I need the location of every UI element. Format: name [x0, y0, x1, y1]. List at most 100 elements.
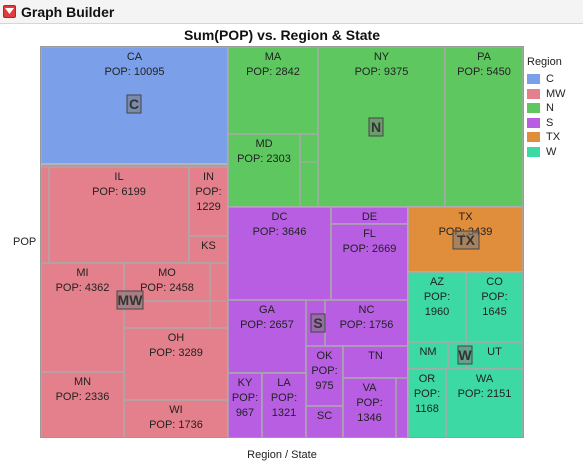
- unlabeled-tile: [395, 377, 409, 438]
- tile-co[interactable]: [465, 271, 524, 343]
- tile-value-az: POP:: [424, 291, 450, 303]
- legend-label: MW: [546, 87, 566, 100]
- tile-sc[interactable]: [305, 405, 344, 438]
- legend-swatch: [527, 74, 540, 85]
- region-badge-text: W: [458, 347, 472, 363]
- tile-value-ca: POP: 10095: [105, 66, 165, 78]
- legend-swatch: [527, 103, 540, 114]
- legend-item-w[interactable]: W: [527, 145, 566, 160]
- region-badge-text: N: [371, 119, 381, 135]
- tile-label-dc: DC: [272, 211, 288, 223]
- red-triangle-menu-icon[interactable]: [3, 5, 16, 18]
- legend-item-s[interactable]: S: [527, 116, 566, 131]
- tile-label-az: AZ: [430, 276, 444, 288]
- tile-ks[interactable]: [188, 235, 229, 264]
- tile-label-mn: MN: [74, 376, 91, 388]
- tile-il[interactable]: [48, 166, 190, 264]
- tile-value-wi: POP: 1736: [149, 419, 203, 431]
- tile-label-ok: OK: [317, 350, 334, 362]
- region-s: DC POP: 3646 DE FL POP: 2669 GA POP: 2657 NC POP…: [227, 206, 409, 438]
- tile-label-md: MD: [255, 138, 272, 150]
- tile-label-sc: SC: [317, 410, 332, 422]
- region-badge-text: C: [129, 96, 139, 112]
- tile-label-tn: TN: [368, 350, 383, 362]
- tile-value-il: POP: 6199: [92, 186, 146, 198]
- legend-item-tx[interactable]: TX: [527, 130, 566, 145]
- tile-label-fl: FL: [363, 228, 376, 240]
- tile-value-ok: 975: [315, 380, 333, 392]
- tile-md[interactable]: [227, 133, 301, 208]
- tile-va[interactable]: [342, 377, 397, 438]
- tile-label-nm: NM: [419, 346, 436, 358]
- legend-swatch: [527, 88, 540, 99]
- region-badge-s: S: [310, 313, 326, 333]
- tile-pa[interactable]: [444, 46, 524, 208]
- unlabeled-tile: [299, 161, 319, 208]
- plot-frame: [40, 46, 524, 438]
- tile-value-va: POP:: [356, 397, 382, 409]
- region-w: AZ POP: 1960 CO POP: 1645 NM UT OR POP: 1168 WA POP:…: [407, 271, 524, 438]
- tile-value-va: 1346: [357, 412, 381, 424]
- tile-label-pa: PA: [477, 51, 492, 63]
- region-c: CA POP: 10095 C: [40, 46, 229, 165]
- region-badge-w: W: [457, 345, 473, 365]
- tile-value-la: 1321: [272, 407, 296, 419]
- y-axis-label: POP: [13, 236, 37, 248]
- app-title: Graph Builder: [21, 4, 115, 20]
- tile-label-mi: MI: [76, 267, 88, 279]
- tile-value-fl: POP: 2669: [343, 243, 397, 255]
- legend-swatch: [527, 117, 540, 128]
- tile-label-tx: TX: [458, 211, 473, 223]
- tile-nm[interactable]: [407, 341, 449, 370]
- tile-oh[interactable]: [123, 327, 229, 401]
- tile-label-oh: OH: [168, 332, 185, 344]
- tile-label-in: IN: [203, 171, 214, 183]
- tile-label-ky: KY: [238, 377, 253, 389]
- region-badge-mw: MW: [116, 290, 144, 310]
- tile-label-ca: CA: [127, 51, 143, 63]
- tile-value-ny: POP: 9375: [355, 66, 409, 78]
- tile-label-nc: NC: [359, 304, 375, 316]
- tile-or[interactable]: [407, 368, 447, 438]
- tile-wa[interactable]: [445, 368, 524, 438]
- tile-value-oh: POP: 3289: [149, 347, 203, 359]
- treemap-plot: CA POP: 10095 C IL POP: 6199 IN POP: 1229 KS MI PO…: [40, 46, 524, 438]
- tile-label-ks: KS: [201, 240, 216, 252]
- unlabeled-tile: [299, 133, 319, 163]
- unlabeled-tile: [40, 166, 50, 264]
- legend-item-c[interactable]: C: [527, 72, 566, 87]
- graph-builder-titlebar: Graph Builder: [0, 0, 583, 24]
- region-badge-text: S: [313, 315, 322, 331]
- tile-value-mo: POP: 2458: [140, 282, 194, 294]
- legend-label: C: [546, 73, 554, 86]
- region-n: MA POP: 2842 NY POP: 9375 PA POP: 5450 MD POP: …: [227, 46, 524, 208]
- legend-swatch: [527, 146, 540, 157]
- legend-label: TX: [546, 131, 561, 144]
- region-badge-text: TX: [457, 232, 476, 248]
- legend-item-n[interactable]: N: [527, 101, 566, 116]
- tile-in[interactable]: [188, 166, 229, 237]
- tile-ga[interactable]: [227, 299, 307, 374]
- region-badge-n: N: [368, 117, 384, 137]
- tile-label-ny: NY: [374, 51, 390, 63]
- tile-value-or: POP:: [414, 388, 440, 400]
- unlabeled-tile: [209, 262, 229, 302]
- legend-label: S: [546, 116, 554, 129]
- region-badge-c: C: [126, 94, 142, 114]
- tile-mi[interactable]: [40, 262, 125, 373]
- x-axis-label: Region / State: [247, 449, 317, 461]
- tile-value-co: POP:: [481, 291, 507, 303]
- unlabeled-tile: [209, 300, 229, 329]
- tile-value-or: 1168: [415, 403, 439, 415]
- tile-value-in: POP:: [195, 186, 221, 198]
- tile-la[interactable]: [261, 372, 307, 438]
- legend-item-mw[interactable]: MW: [527, 87, 566, 102]
- tile-value-mi: POP: 4362: [56, 282, 110, 294]
- tile-ma[interactable]: [227, 46, 319, 135]
- region-badge-text: MW: [118, 292, 144, 308]
- tile-label-wi: WI: [169, 404, 182, 416]
- tile-label-de: DE: [362, 211, 377, 223]
- tile-value-wa: POP: 2151: [458, 388, 512, 400]
- tile-mn[interactable]: [40, 371, 125, 438]
- tile-value-ga: POP: 2657: [240, 319, 294, 331]
